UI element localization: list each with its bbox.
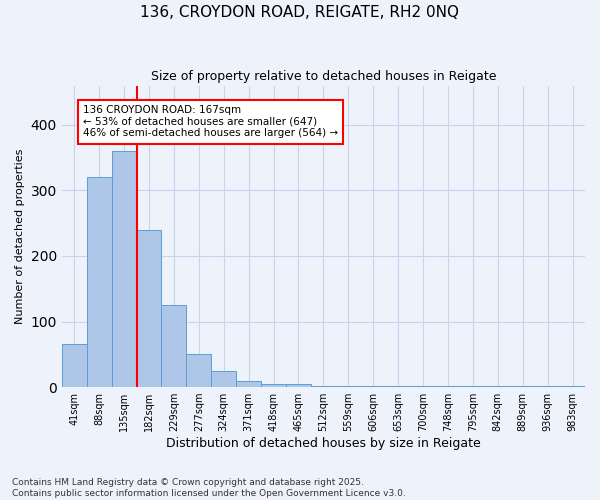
Bar	[161, 305, 187, 387]
Bar	[187, 354, 211, 387]
Text: 136 CROYDON ROAD: 167sqm
← 53% of detached houses are smaller (647)
46% of semi-: 136 CROYDON ROAD: 167sqm ← 53% of detach…	[83, 105, 338, 138]
Bar	[510, 386, 535, 387]
Bar	[137, 230, 161, 387]
X-axis label: Distribution of detached houses by size in Reigate: Distribution of detached houses by size …	[166, 437, 481, 450]
Bar	[62, 344, 87, 387]
Bar	[560, 386, 585, 387]
Title: Size of property relative to detached houses in Reigate: Size of property relative to detached ho…	[151, 70, 496, 83]
Bar	[460, 386, 485, 387]
Text: 136, CROYDON ROAD, REIGATE, RH2 0NQ: 136, CROYDON ROAD, REIGATE, RH2 0NQ	[140, 5, 460, 20]
Bar	[436, 386, 460, 387]
Bar	[410, 386, 436, 387]
Bar	[386, 386, 410, 387]
Bar	[485, 386, 510, 387]
Bar	[87, 178, 112, 387]
Y-axis label: Number of detached properties: Number of detached properties	[15, 148, 25, 324]
Bar	[211, 370, 236, 387]
Text: Contains HM Land Registry data © Crown copyright and database right 2025.
Contai: Contains HM Land Registry data © Crown c…	[12, 478, 406, 498]
Bar	[311, 386, 336, 387]
Bar	[236, 380, 261, 387]
Bar	[286, 384, 311, 387]
Bar	[112, 151, 137, 387]
Bar	[535, 386, 560, 387]
Bar	[261, 384, 286, 387]
Bar	[336, 386, 361, 387]
Bar	[361, 386, 386, 387]
